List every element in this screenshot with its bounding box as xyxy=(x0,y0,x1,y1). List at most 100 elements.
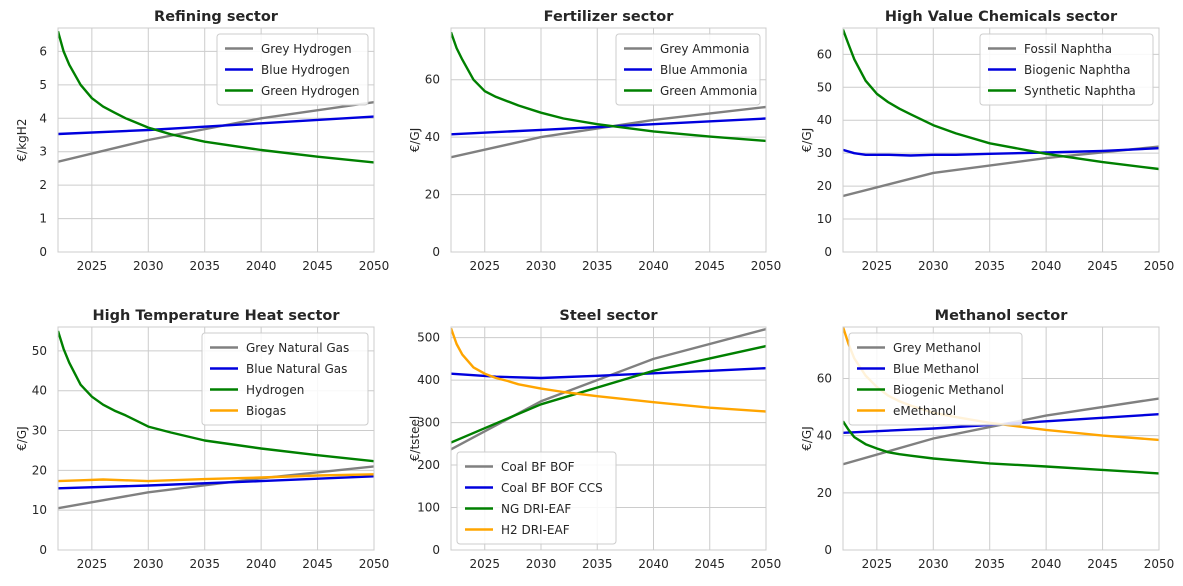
series-line-coal-bf-bof[interactable] xyxy=(451,327,766,451)
x-tick-label: 2040 xyxy=(638,557,669,571)
legend-label: Grey Methanol xyxy=(893,341,981,355)
x-tick-label: 2040 xyxy=(638,259,669,273)
y-axis-label: €/GJ xyxy=(15,426,29,451)
x-tick-label: 2035 xyxy=(582,259,613,273)
legend-label: eMethanol xyxy=(893,404,956,418)
chart-title: High Value Chemicals sector xyxy=(885,9,1118,25)
chart-steel: 2025 2030 2035 2040 2045 2050 0 100 200 300 400 500… xyxy=(408,308,781,571)
series-line-green-hydrogen[interactable] xyxy=(58,30,374,164)
legend: Fossil Naphtha Biogenic Naphtha Synthetic … xyxy=(979,33,1154,106)
x-tick-label: 2030 xyxy=(133,557,164,571)
series-line-biogenic-naphtha[interactable] xyxy=(843,147,1159,157)
legend-label: Synthetic Naphtha xyxy=(1024,84,1136,98)
legend: Grey Methanol Blue Methanol Biogenic Metha… xyxy=(848,332,1023,426)
y-tick-label: 30 xyxy=(817,146,832,160)
plot-frame xyxy=(57,27,375,253)
x-tick-label: 2035 xyxy=(189,557,220,571)
x-tick-label: 2050 xyxy=(751,557,782,571)
series-line-grey-hydrogen[interactable] xyxy=(58,101,374,163)
chart-fertilizer: 2025 2030 2035 2040 2045 20500204060Fertilize… xyxy=(408,9,781,273)
legend-label: NG DRI-EAF xyxy=(501,502,571,516)
series-line-fossil-naphtha[interactable] xyxy=(843,145,1159,198)
legend-label: Hydrogen xyxy=(246,383,304,397)
legend-label: Green Hydrogen xyxy=(261,84,360,98)
x-tick-label: 2040 xyxy=(246,557,277,571)
legend-label: H2 DRI-EAF xyxy=(501,523,570,537)
chart-refining: 2025 2030 2035 2040 2045 2050 0 1 2 3 4 5 6 Refining … xyxy=(15,9,389,273)
x-tick-label: 2035 xyxy=(974,557,1005,571)
legend: Coal BF BOF Coal BF BOF CCS NG DRI-EAF H2 D… xyxy=(456,451,617,545)
y-tick-label: 4 xyxy=(39,111,47,125)
legend: Grey Hydrogen Blue Hydrogen Green Hydrogen xyxy=(216,33,369,106)
x-tick-label: 2035 xyxy=(582,557,613,571)
x-tick-label: 2050 xyxy=(751,259,782,273)
y-tick-label: 60 xyxy=(817,371,832,385)
series-line-grey-ammonia[interactable] xyxy=(451,105,766,159)
x-tick-label: 2050 xyxy=(359,557,390,571)
chart-title: Fertilizer sector xyxy=(544,9,675,25)
y-tick-label: 300 xyxy=(417,416,440,430)
series-line-hydrogen[interactable] xyxy=(58,330,374,463)
y-axis-label: €/GJ xyxy=(800,128,814,153)
legend-box xyxy=(979,33,1154,106)
plot-frame xyxy=(57,326,375,551)
legend-label: Biogenic Methanol xyxy=(893,383,1004,397)
x-tick-label: 2030 xyxy=(133,259,164,273)
series-line-ng-dri-eaf[interactable] xyxy=(451,344,766,444)
y-tick-label: 0 xyxy=(432,245,440,259)
x-tick-label: 2045 xyxy=(694,259,725,273)
x-tick-label: 2045 xyxy=(1087,259,1118,273)
y-tick-label: 10 xyxy=(817,212,832,226)
x-tick-label: 2050 xyxy=(359,259,390,273)
y-tick-label: 10 xyxy=(32,503,47,517)
x-tick-label: 2050 xyxy=(1144,259,1175,273)
legend-label: Blue Hydrogen xyxy=(261,63,350,77)
legend: Grey Ammonia Blue Ammonia Green Ammonia xyxy=(615,33,761,106)
y-tick-label: 60 xyxy=(425,73,440,87)
y-tick-label: 40 xyxy=(817,113,832,127)
series-line-blue-ammonia[interactable] xyxy=(451,117,766,136)
x-tick-label: 2040 xyxy=(1031,259,1062,273)
y-tick-label: 5 xyxy=(39,78,47,92)
legend-box xyxy=(848,332,1023,426)
plot-frame xyxy=(450,326,767,551)
y-tick-label: 40 xyxy=(32,384,47,398)
plot-frame xyxy=(450,27,767,253)
x-tick-label: 2030 xyxy=(526,259,557,273)
series-line-blue-natural-gas[interactable] xyxy=(58,475,374,490)
y-axis-label: €/GJ xyxy=(408,128,422,153)
series-line-h2-dri-eaf[interactable] xyxy=(451,327,766,413)
y-axis-label: €/tsteel xyxy=(408,416,422,461)
x-tick-label: 2035 xyxy=(189,259,220,273)
series-line-biogenic-methanol[interactable] xyxy=(843,420,1159,475)
x-tick-label: 2025 xyxy=(862,557,893,571)
y-tick-label: 0 xyxy=(824,245,832,259)
series-line-synthetic-naphtha[interactable] xyxy=(843,29,1159,171)
y-tick-label: 50 xyxy=(817,80,832,94)
x-tick-label: 2045 xyxy=(1087,557,1118,571)
y-tick-label: 40 xyxy=(425,130,440,144)
legend-label: Grey Ammonia xyxy=(660,42,750,56)
y-tick-label: 20 xyxy=(425,188,440,202)
series-line-coal-bf-bof-ccs[interactable] xyxy=(451,367,766,380)
chart-title: High Temperature Heat sector xyxy=(92,308,340,324)
x-tick-label: 2045 xyxy=(694,557,725,571)
legend-box xyxy=(201,332,369,426)
legend-label: Green Ammonia xyxy=(660,84,757,98)
x-tick-label: 2045 xyxy=(302,557,333,571)
series-line-blue-hydrogen[interactable] xyxy=(58,115,374,136)
legend-label: Grey Hydrogen xyxy=(261,42,352,56)
x-tick-label: 2030 xyxy=(918,557,949,571)
y-tick-label: 0 xyxy=(432,543,440,557)
y-tick-label: 0 xyxy=(39,245,47,259)
series-line-green-ammonia[interactable] xyxy=(451,31,766,143)
y-tick-label: 500 xyxy=(417,331,440,345)
chart-title: Refining sector xyxy=(154,9,279,25)
y-tick-label: 20 xyxy=(817,486,832,500)
plot-frame xyxy=(842,27,1160,253)
series-line-grey-natural-gas[interactable] xyxy=(58,465,374,510)
y-tick-label: 40 xyxy=(817,429,832,443)
x-tick-label: 2050 xyxy=(1144,557,1175,571)
y-tick-label: 20 xyxy=(817,179,832,193)
series-line-biogas[interactable] xyxy=(58,473,374,483)
